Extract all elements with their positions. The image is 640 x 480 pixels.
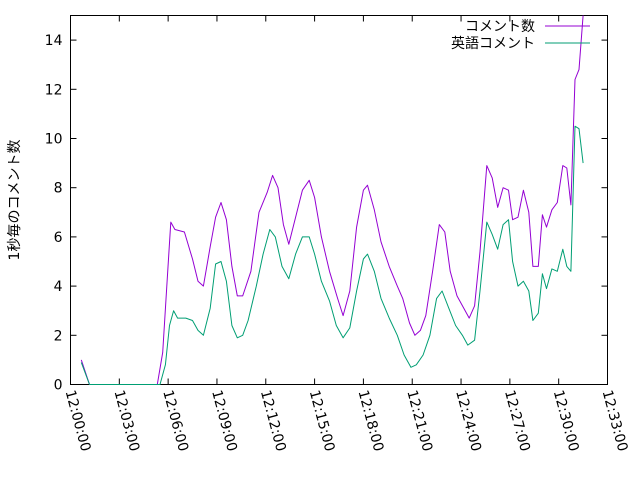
y-tick-label: 10	[45, 132, 63, 148]
legend-label-2: 英語コメント	[451, 35, 535, 52]
x-tick-label: 12:00:00	[62, 388, 94, 453]
y-tick-label: 0	[54, 378, 63, 394]
x-tick-label: 12:09:00	[208, 388, 240, 453]
series-line-1	[80, 15, 584, 385]
y-tick-label: 12	[45, 82, 63, 98]
x-axis: 12:00:00 12:03:00 12:06:00 12:09:00 12:12:00…	[62, 15, 631, 453]
y-axis: 0 2 4 6 8 10 12 14	[45, 33, 608, 394]
x-tick-label: 12:12:00	[257, 388, 289, 453]
x-tick-label: 12:21:00	[403, 388, 435, 453]
x-tick-label: 12:06:00	[159, 388, 191, 453]
x-tick-label: 12:30:00	[550, 388, 582, 453]
series-line-2	[80, 125, 584, 385]
x-tick-label: 12:27:00	[501, 388, 533, 453]
y-tick-label: 6	[54, 230, 63, 246]
y-tick-label: 14	[45, 33, 63, 49]
x-tick-label: 12:18:00	[355, 388, 387, 453]
series-layer	[80, 15, 584, 385]
y-tick-label: 2	[54, 328, 63, 344]
x-tick-label: 12:15:00	[306, 388, 338, 453]
x-tick-label: 12:33:00	[599, 388, 631, 453]
x-tick-label: 12:03:00	[110, 388, 142, 453]
y-axis-title: 1秒毎のコメント数	[7, 140, 23, 261]
legend-label-1: コメント数	[465, 19, 535, 35]
y-tick-label: 4	[54, 279, 63, 295]
plot-frame	[70, 15, 608, 385]
x-tick-label: 12:24:00	[452, 388, 484, 453]
y-tick-label: 8	[54, 181, 63, 197]
